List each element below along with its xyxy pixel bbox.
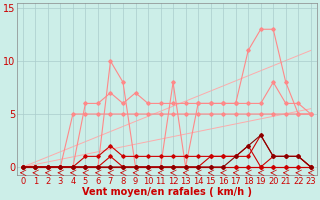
X-axis label: Vent moyen/en rafales ( km/h ): Vent moyen/en rafales ( km/h ) xyxy=(82,187,252,197)
